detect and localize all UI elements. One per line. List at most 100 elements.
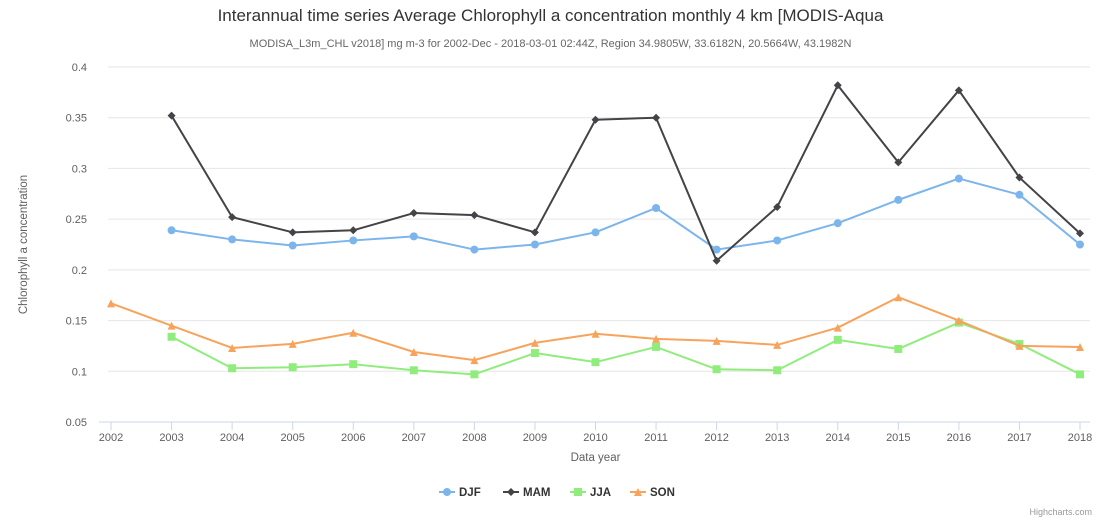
data-point[interactable] [167,332,176,341]
data-point[interactable] [833,81,842,90]
data-point[interactable] [954,316,963,325]
data-point[interactable] [652,334,661,343]
data-point[interactable] [712,365,721,374]
data-point[interactable] [894,195,903,204]
data-point[interactable] [652,203,661,212]
data-point[interactable] [409,232,418,241]
x-axis-title: Data year [571,452,621,464]
series-djf [167,174,1084,254]
data-point[interactable] [349,236,358,245]
x-tick-label: 2011 [644,432,668,444]
data-point[interactable] [530,349,539,358]
data-point[interactable] [1015,173,1024,182]
y-tick-label: 0.2 [72,265,87,277]
x-axis: 2002 2003 2004 2005 2006 2007 2008 2009 2010 2011… [99,421,1092,444]
series-line [170,177,1081,251]
legend-symbol [634,488,642,496]
data-point[interactable] [894,158,903,167]
data-point[interactable] [409,348,418,357]
y-tick-label: 0.15 [66,316,87,328]
x-tick-label: 2002 [99,432,123,444]
data-point[interactable] [228,343,237,352]
data-point[interactable] [652,342,661,351]
series-jja [167,318,1084,379]
data-point[interactable] [954,174,963,183]
data-point[interactable] [470,245,479,254]
data-point[interactable] [833,219,842,228]
data-point[interactable] [773,340,782,349]
data-point[interactable] [954,86,963,95]
legend-item-mam[interactable]: MAM [503,487,550,499]
data-point[interactable] [591,358,600,367]
legend-item-djf[interactable]: DJF [439,487,481,499]
series-line [170,321,1081,376]
credits-link[interactable]: Highcharts.com [1029,507,1092,517]
data-point[interactable] [470,211,479,220]
data-point[interactable] [228,364,237,373]
data-point[interactable] [1015,190,1024,199]
legend-symbol [507,488,515,496]
data-point[interactable] [652,113,661,122]
y-tick-label: 0.35 [66,113,87,125]
data-point[interactable] [288,339,297,348]
data-point[interactable] [1015,341,1024,350]
x-tick-label: 2014 [826,432,850,444]
data-point[interactable] [894,344,903,353]
data-point[interactable] [530,240,539,249]
data-point[interactable] [894,293,903,302]
legend-item-son[interactable]: SON [630,487,675,499]
data-point[interactable] [1076,370,1084,379]
x-tick-label: 2008 [462,432,486,444]
data-point[interactable] [1076,229,1084,238]
data-point[interactable] [228,235,237,244]
data-point[interactable] [228,213,237,222]
data-point[interactable] [288,363,297,372]
data-point[interactable] [530,228,539,237]
legend-item-jja[interactable]: JJA [570,487,611,499]
data-point[interactable] [1076,342,1084,351]
data-point[interactable] [349,328,358,337]
data-point[interactable] [167,321,176,330]
data-point[interactable] [409,366,418,375]
x-tick-label: 2017 [1007,432,1031,444]
data-point[interactable] [530,338,539,347]
data-point[interactable] [712,256,721,265]
data-point[interactable] [167,226,176,235]
data-point[interactable] [349,360,358,369]
y-tick-label: 0.25 [66,214,87,226]
data-point[interactable] [1076,240,1084,249]
data-point[interactable] [409,209,418,218]
data-point[interactable] [107,299,115,308]
data-point[interactable] [349,226,358,235]
data-point[interactable] [167,111,176,120]
x-tick-label: 2013 [765,432,789,444]
chart-title: Interannual time series Average Chloroph… [217,6,884,25]
x-tick-label: 2010 [583,432,607,444]
data-point[interactable] [470,370,479,379]
data-point[interactable] [773,366,782,375]
data-point[interactable] [833,323,842,332]
data-point[interactable] [712,245,721,254]
data-point[interactable] [773,236,782,245]
legend-label: SON [650,487,675,499]
y-axis: 0.05 0.1 0.15 0.2 0.25 0.3 0.35 0.4 [66,62,87,429]
x-tick-label: 2004 [220,432,244,444]
data-point[interactable] [288,241,297,250]
x-tick-label: 2018 [1068,432,1092,444]
data-point[interactable] [591,115,600,124]
legend: DJF MAM JJA SON [439,487,675,499]
y-axis-title: Chlorophyll a concentration [18,175,30,314]
data-point[interactable] [470,356,479,365]
data-point[interactable] [591,228,600,237]
x-tick-label: 2005 [280,432,304,444]
y-tick-label: 0.1 [72,366,87,378]
data-point[interactable] [288,228,297,237]
x-tick-label: 2009 [523,432,547,444]
data-point[interactable] [712,336,721,345]
data-point[interactable] [773,202,782,211]
legend-label: JJA [590,487,611,499]
data-point[interactable] [833,335,842,344]
legend-label: DJF [459,487,481,499]
data-point[interactable] [591,329,600,338]
